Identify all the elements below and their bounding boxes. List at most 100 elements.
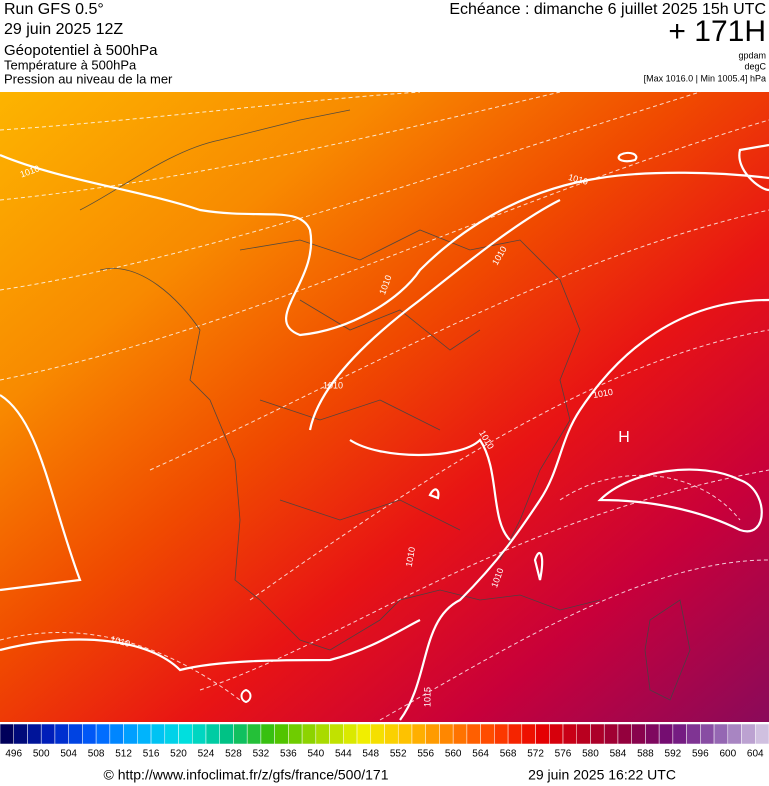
scale-label: 568 — [500, 749, 517, 760]
generated-time: 29 juin 2025 16:22 UTC — [528, 767, 676, 783]
color-swatch — [301, 723, 317, 745]
color-swatch — [370, 723, 385, 745]
color-scale: 496 500 504 508 512 516 520 524 528 532 536 540 544 5… — [0, 723, 769, 760]
color-swatch — [95, 723, 111, 745]
color-swatch — [494, 723, 509, 745]
scale-label: 576 — [555, 749, 572, 760]
temperature-contours — [0, 92, 769, 721]
color-swatch — [123, 723, 138, 745]
isobars — [0, 143, 769, 721]
color-swatch — [288, 723, 303, 745]
scale-label: 496 — [5, 749, 22, 760]
valid-time: Echéance : dimanche 6 juillet 2025 15h U… — [449, 1, 766, 18]
color-swatch — [549, 723, 564, 745]
scale-label: 520 — [170, 749, 187, 760]
color-swatch — [356, 723, 372, 745]
color-swatch — [466, 723, 481, 745]
color-swatch — [260, 723, 275, 745]
color-swatch — [384, 723, 399, 745]
unit: degC — [744, 61, 766, 71]
scale-label: 556 — [417, 749, 434, 760]
layer-label: Pression au niveau de la mer — [4, 71, 173, 86]
color-swatch — [40, 723, 56, 745]
scale-label: 544 — [335, 749, 352, 760]
color-swatch — [521, 723, 536, 745]
scale-label: 600 — [719, 749, 736, 760]
layer-label: Température à 500hPa — [4, 57, 137, 72]
scale-label: 524 — [198, 749, 215, 760]
scale-label: 536 — [280, 749, 297, 760]
color-swatch — [178, 723, 193, 745]
temperature-field — [0, 92, 769, 722]
color-swatch — [150, 723, 166, 745]
color-swatch — [233, 723, 248, 745]
scale-label: 508 — [88, 749, 105, 760]
color-swatch — [274, 723, 289, 745]
color-swatch — [109, 723, 124, 745]
color-swatch — [315, 723, 330, 745]
color-swatch — [411, 723, 426, 745]
color-swatch — [700, 723, 715, 745]
color-swatch — [603, 723, 619, 745]
color-swatch — [425, 723, 440, 745]
scale-label: 584 — [610, 749, 627, 760]
color-swatch — [0, 723, 14, 745]
color-swatch — [13, 723, 28, 745]
color-swatch — [164, 723, 179, 745]
scale-label: 516 — [143, 749, 160, 760]
layer-label: Géopotentiel à 500hPa — [4, 42, 158, 59]
color-swatch — [562, 723, 578, 745]
color-swatch — [507, 723, 523, 745]
color-swatch — [617, 723, 632, 745]
color-swatch — [741, 723, 756, 745]
color-swatch — [631, 723, 646, 745]
coastlines — [79, 109, 691, 701]
color-swatch — [54, 723, 69, 745]
color-swatch — [192, 723, 207, 745]
color-swatch — [246, 723, 262, 745]
color-swatch — [137, 723, 152, 745]
color-swatch — [658, 723, 674, 745]
color-swatch — [439, 723, 454, 745]
isobar-label: 1010 — [404, 546, 417, 567]
pressure-range: [Max 1016.0 | Min 1005.4] hPa — [644, 73, 766, 83]
color-swatch — [343, 723, 358, 745]
color-swatch — [452, 723, 468, 745]
scale-label: 512 — [115, 749, 132, 760]
scale-label: 588 — [637, 749, 654, 760]
scale-label: 548 — [362, 749, 379, 760]
isobar-label: 1015 — [422, 687, 432, 707]
pressure-marker — [240, 688, 252, 704]
color-swatch — [329, 723, 344, 745]
scale-label: 500 — [33, 749, 50, 760]
scale-label: 580 — [582, 749, 599, 760]
scale-label: 604 — [747, 749, 764, 760]
lead-time: + 171H — [668, 15, 766, 48]
color-swatch — [576, 723, 591, 745]
high-marker: H — [618, 429, 630, 446]
scale-label: 504 — [60, 749, 77, 760]
color-swatch — [27, 723, 42, 745]
color-swatch — [727, 723, 742, 745]
scale-label: 528 — [225, 749, 242, 760]
color-swatch — [68, 723, 83, 745]
scale-label: 540 — [307, 749, 324, 760]
color-swatch — [713, 723, 729, 745]
scale-label: 532 — [253, 749, 270, 760]
scale-label: 552 — [390, 749, 407, 760]
source-link: © http://www.infoclimat.fr/z/gfs/france/… — [104, 767, 389, 783]
color-swatch — [645, 723, 660, 745]
scale-label: 596 — [692, 749, 709, 760]
isobar-label: 1010 — [323, 380, 343, 390]
color-swatch — [672, 723, 687, 745]
color-swatch — [397, 723, 413, 745]
run-date: 29 juin 2025 12Z — [4, 21, 123, 38]
color-swatch — [205, 723, 220, 745]
scale-label: 564 — [472, 749, 489, 760]
scale-label: 560 — [445, 749, 462, 760]
scale-label: 572 — [527, 749, 544, 760]
run-title: Run GFS 0.5° — [4, 1, 104, 18]
scale-label: 592 — [665, 749, 682, 760]
unit: gpdam — [738, 50, 766, 60]
